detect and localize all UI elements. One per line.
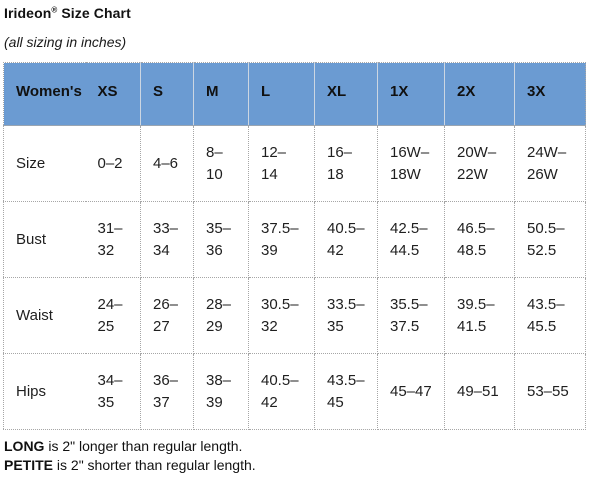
- table-cell: 28– 29: [193, 277, 249, 354]
- table-cell: 35.5– 37.5: [377, 277, 445, 354]
- table-cell: 26– 27: [140, 277, 194, 354]
- table-cell: 42.5– 44.5: [377, 201, 445, 278]
- table-cell: 50.5– 52.5: [514, 201, 586, 278]
- length-notes: LONG is 2" longer than regular length. P…: [4, 437, 600, 475]
- note-long-term: LONG: [4, 438, 45, 454]
- table-cell: 24– 25: [85, 277, 141, 354]
- row-label: Bust: [3, 201, 86, 278]
- brand-name: Irideon: [4, 5, 52, 21]
- note-long: LONG is 2" longer than regular length.: [4, 437, 600, 456]
- table-cell: 49–51: [444, 353, 515, 430]
- table-cell: 33– 34: [140, 201, 194, 278]
- table-cell: 8– 10: [193, 125, 249, 202]
- row-label: Size: [3, 125, 86, 202]
- header-womens: Women's: [3, 62, 86, 126]
- table-cell: 36– 37: [140, 353, 194, 430]
- header-xl: XL: [314, 62, 378, 126]
- note-petite: PETITE is 2" shorter than regular length…: [4, 456, 600, 475]
- table-cell: 37.5– 39: [248, 201, 315, 278]
- header-l: L: [248, 62, 315, 126]
- row-label: Waist: [3, 277, 86, 354]
- header-2x: 2X: [444, 62, 515, 126]
- row-label: Hips: [3, 353, 86, 430]
- header-row: Women's XS S M L XL 1X 2X 3X: [3, 62, 586, 126]
- table-cell: 40.5– 42: [248, 353, 315, 430]
- header-s: S: [140, 62, 194, 126]
- size-chart-table: Women's XS S M L XL 1X 2X 3X Size 0–2 4–…: [3, 62, 586, 430]
- table-row-size: Size 0–2 4–6 8– 10 12– 14 16– 18 16W– 18…: [3, 125, 586, 202]
- table-cell: 39.5– 41.5: [444, 277, 515, 354]
- table-cell: 43.5– 45.5: [514, 277, 586, 354]
- table-cell: 12– 14: [248, 125, 315, 202]
- table-cell: 0–2: [85, 125, 141, 202]
- table-cell: 31– 32: [85, 201, 141, 278]
- sizing-units-note: (all sizing in inches): [4, 34, 127, 50]
- header-xs: XS: [85, 62, 141, 126]
- note-long-text: is 2" longer than regular length.: [44, 438, 243, 454]
- table-cell: 40.5– 42: [314, 201, 378, 278]
- table-cell: 34– 35: [85, 353, 141, 430]
- table-cell: 16W– 18W: [377, 125, 445, 202]
- header-m: M: [193, 62, 249, 126]
- table-row-waist: Waist 24– 25 26– 27 28– 29 30.5– 32 33.5…: [3, 277, 586, 354]
- table-cell: 16– 18: [314, 125, 378, 202]
- table-cell: 30.5– 32: [248, 277, 315, 354]
- table-cell: 53–55: [514, 353, 586, 430]
- table-cell: 43.5– 45: [314, 353, 378, 430]
- table-cell: 24W– 26W: [514, 125, 586, 202]
- table-row-bust: Bust 31– 32 33– 34 35– 36 37.5– 39 40.5–…: [3, 201, 586, 278]
- title-rest: Size Chart: [57, 5, 131, 21]
- table-cell: 33.5– 35: [314, 277, 378, 354]
- table-cell: 38– 39: [193, 353, 249, 430]
- page-title: Irideon® Size Chart: [4, 5, 600, 21]
- registered-mark: ®: [51, 5, 58, 15]
- note-petite-text: is 2" shorter than regular length.: [53, 457, 256, 473]
- note-petite-term: PETITE: [4, 457, 54, 473]
- header-1x: 1X: [377, 62, 445, 126]
- table-cell: 46.5– 48.5: [444, 201, 515, 278]
- table-cell: 20W– 22W: [444, 125, 515, 202]
- table-cell: 45–47: [377, 353, 445, 430]
- table-cell: 35– 36: [193, 201, 249, 278]
- header-3x: 3X: [514, 62, 586, 126]
- table-cell: 4–6: [140, 125, 194, 202]
- table-row-hips: Hips 34– 35 36– 37 38– 39 40.5– 42 43.5–…: [3, 353, 586, 430]
